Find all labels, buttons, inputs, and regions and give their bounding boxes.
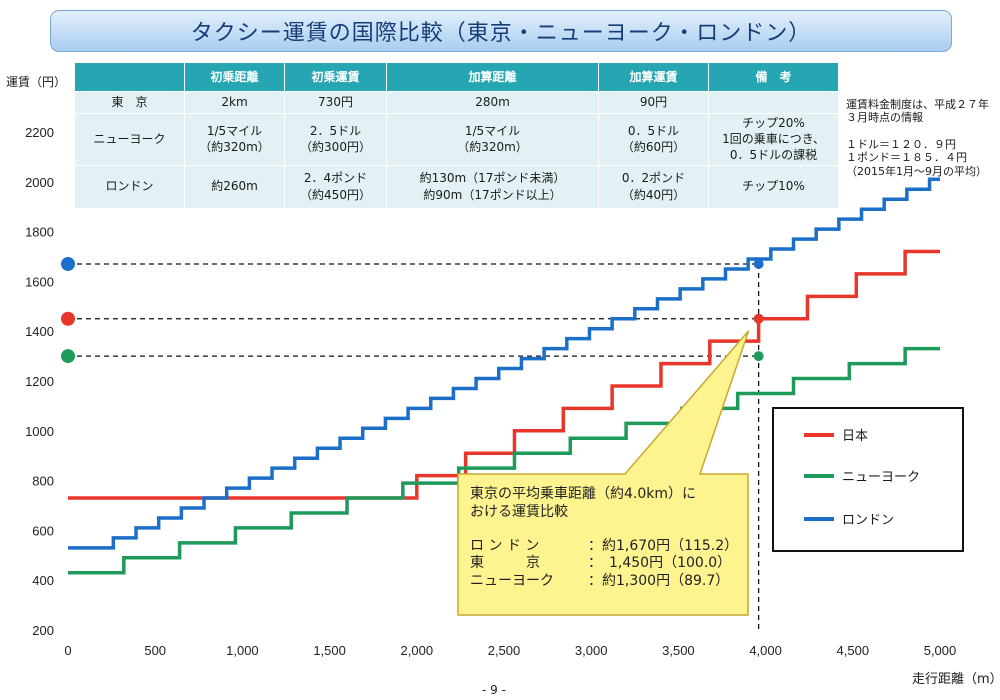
cell-additional-fare: 0．5ドル （約60円） [598,113,709,166]
series-line-japan [68,249,940,500]
series-line-new_york [68,346,940,575]
cell-initial-distance: 1/5マイル （約320m） [184,113,285,166]
y-tick-label: 2000 [25,175,54,190]
exchange-rate-note: １ドル＝１２０．９円 １ポンド＝１８５．４円 （2015年1月～9月の平均） [846,138,987,178]
cell-initial-distance: 約260m [184,164,285,209]
reference-point-axis-london [61,256,75,271]
callout-row-tokyo: 東 京 ： 1,450円（100.0） [470,555,740,573]
cell-additional-distance: 280m [386,91,599,114]
fare-table: 初乗距離 初乗運賃 加算距離 加算運賃 備 考 東 京 2km 730円 280… [74,62,839,209]
y-tick-label: 2200 [25,125,54,140]
series-line-london [68,177,940,550]
callout-value: ：約1,300円（89.7） [588,573,730,590]
page-title-banner: タクシー運賃の国際比較（東京・ニューヨーク・ロンドン） [50,10,952,52]
chart-legend: 日本 ニューヨーク ロンドン [772,407,964,552]
series-layer [68,177,940,575]
callout-row-london: ロ ン ド ン ：約1,670円（115.2） [470,538,740,556]
cell-additional-distance: 1/5マイル （約320m） [386,113,599,166]
cell-remarks: チップ20% 1回の乗車につき、 0．5ドルの課税 [708,113,839,166]
y-tick-label: 200 [32,623,54,638]
callout-layer [457,330,750,616]
x-tick-label: 2,000 [401,643,434,658]
reference-point-new_york [753,351,764,362]
x-axis-label: 走行距離（m） [912,672,1000,687]
callout-label: 東 京 [470,555,540,572]
y-tick-label: 1400 [25,324,54,339]
legend-item-new-york: ニューヨーク [804,466,920,485]
cell-additional-fare: 90円 [598,91,709,114]
table-row-tokyo: 東 京 2km 730円 280m 90円 [74,91,839,114]
y-tick-label: 1600 [25,274,54,289]
x-tick-label: 1,500 [313,643,346,658]
callout-value: ：約1,670円（115.2） [588,537,739,554]
page-title: タクシー運賃の国際比較（東京・ニューヨーク・ロンドン） [190,21,812,46]
marker-layer [61,256,764,364]
y-tick-label: 1000 [25,424,54,439]
cell-city: ロンドン [74,164,185,209]
cell-initial-distance: 2km [184,91,285,114]
fare-basis-note: 運賃料金制度は、平成２７年 ３月時点の情報 [846,98,989,125]
y-tick-label: 1200 [25,374,54,389]
callout-row-new-york: ニューヨーク ：約1,300円（89.7） [470,573,740,591]
legend-item-japan: 日本 [804,425,868,444]
header-initial-distance: 初乗距離 [184,62,285,92]
cell-city: 東 京 [74,91,185,114]
y-tick-label: 800 [32,474,54,489]
legend-label: ニューヨーク [842,470,921,485]
callout-heading: 東京の平均乗車距離（約4.0km）に おける運賃比較 [470,486,697,520]
legend-label: 日本 [842,429,869,444]
callout-value: ： 1,450円（100.0） [588,555,732,572]
page-number: - 9 - [482,683,506,697]
reference-lines [68,263,760,630]
fare-table-header-row: 初乗距離 初乗運賃 加算距離 加算運賃 備 考 [74,62,839,92]
cell-initial-fare: 2．5ドル （約300円） [284,113,387,166]
legend-swatch-london [804,516,834,521]
x-tick-label: 500 [144,643,166,658]
x-tick-label: 0 [64,643,71,658]
callout-text: 東京の平均乗車距離（約4.0km）に おける運賃比較 ロ ン ド ン ：約1,6… [470,486,740,591]
x-tick-label: 4,000 [749,643,782,658]
x-tick-label: 2,500 [488,643,521,658]
reference-point-london [753,258,764,269]
table-row-new-york: ニューヨーク 1/5マイル （約320m） 2．5ドル （約300円） 1/5マ… [74,113,839,166]
cell-additional-fare: 0．2ポンド （約40円） [598,164,709,209]
callout-label: ニューヨーク [470,573,554,590]
cell-remarks [708,91,839,114]
cell-remarks: チップ10% [708,164,839,209]
reference-point-japan [753,313,764,324]
x-tick-label: 3,500 [662,643,695,658]
table-row-london: ロンドン 約260m 2．4ポンド （約450円） 約130m（17ポンド未満）… [74,164,839,209]
legend-swatch-japan [804,432,834,437]
y-tick-label: 600 [32,523,54,538]
x-tick-label: 5,000 [924,643,957,658]
cell-initial-fare: 2．4ポンド （約450円） [284,164,387,209]
callout-label: ロ ン ド ン [470,537,540,554]
callout-bubble [457,330,750,616]
axis-layer: 200 400 600 800 1000 1200 1400 1600 1800 2000 2200… [25,125,956,658]
reference-point-axis-new_york [61,349,75,364]
y-tick-label: 400 [32,573,54,588]
x-tick-label: 3,000 [575,643,608,658]
legend-swatch-new-york [804,473,834,478]
y-tick-label: 1800 [25,225,54,240]
legend-item-london: ロンドン [804,509,894,528]
legend-label: ロンドン [842,513,895,528]
cell-additional-distance: 約130m（17ポンド未満） 約90m（17ポンド以上） [386,164,599,209]
reference-point-axis-japan [61,311,75,326]
x-tick-label: 1,000 [226,643,259,658]
y-axis-label: 運賃（円） [6,75,67,89]
header-initial-fare: 初乗運賃 [284,62,387,92]
x-tick-label: 4,500 [837,643,870,658]
cell-initial-fare: 730円 [284,91,387,114]
